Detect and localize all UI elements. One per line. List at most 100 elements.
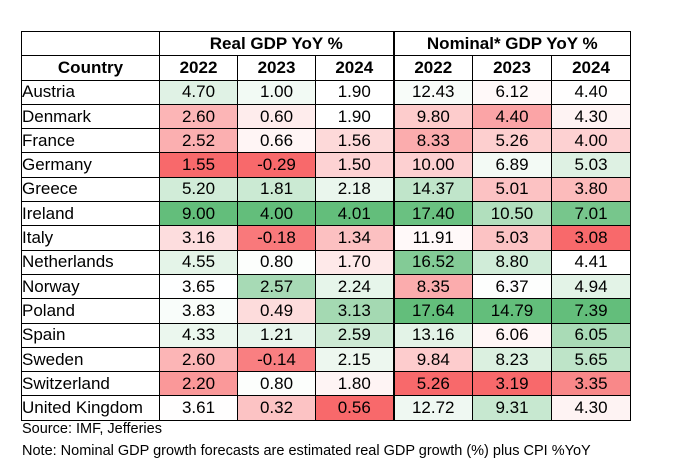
country-cell: Greece [21,176,160,203]
nominal-gdp-value-cell: 3.35 [551,371,631,397]
country-column-header: Country [21,55,160,81]
real-year-header: 2022 [159,55,238,81]
nominal-gdp-value-cell: 8.33 [392,128,473,154]
real-gdp-value-cell: 1.50 [315,152,394,178]
real-gdp-value-cell: -0.29 [237,152,316,178]
nominal-gdp-value-cell: 12.72 [392,395,473,421]
nominal-gdp-value-cell: 4.40 [472,103,552,130]
real-gdp-value-cell: 0.32 [237,395,316,421]
nominal-gdp-value-cell: 12.43 [392,79,473,105]
real-gdp-value-cell: 1.21 [237,322,316,348]
table-row: Ireland 9.00 4.00 4.01 17.40 10.50 7.01 [21,201,631,227]
real-gdp-value-cell: 0.80 [237,371,316,397]
real-gdp-value-cell: 3.65 [159,273,238,300]
table-row: Netherlands 4.55 0.80 1.70 16.52 8.80 4.41 [21,249,631,275]
nominal-gdp-value-cell: 9.31 [472,395,552,421]
nominal-gdp-value-cell: 8.80 [472,249,552,275]
real-gdp-value-cell: 3.16 [159,225,238,251]
nominal-gdp-value-cell: 13.16 [392,322,473,348]
real-gdp-value-cell: -0.14 [237,346,316,373]
nominal-gdp-value-cell: 9.80 [392,103,473,130]
nominal-gdp-value-cell: 16.52 [392,249,473,275]
nominal-gdp-group-header: Nominal* GDP YoY % [392,30,631,57]
nominal-gdp-value-cell: 6.37 [472,273,552,300]
real-gdp-value-cell: 1.56 [315,128,394,154]
nominal-gdp-value-cell: 8.23 [472,346,552,373]
table-row: Greece 5.20 1.81 2.18 14.37 5.01 3.80 [21,176,631,203]
blank-corner-cell [21,30,160,57]
real-gdp-value-cell: 2.20 [159,371,238,397]
nominal-gdp-value-cell: 3.80 [551,176,631,203]
table-body: Austria 4.70 1.00 1.90 12.43 6.12 4.40 Denmark 2… [21,79,631,421]
real-year-header: 2024 [315,55,394,81]
country-cell: Poland [21,298,160,324]
real-gdp-value-cell: 0.66 [237,128,316,154]
real-gdp-value-cell: 1.80 [315,371,394,397]
year-header-row: Country 2022 2023 2024 2022 2023 2024 [21,55,631,81]
real-gdp-value-cell: 5.20 [159,176,238,203]
real-gdp-value-cell: 2.60 [159,103,238,130]
nominal-gdp-value-cell: 14.79 [472,298,552,324]
real-gdp-value-cell: 1.55 [159,152,238,178]
nominal-gdp-value-cell: 5.65 [551,346,631,373]
nominal-gdp-value-cell: 4.41 [551,249,631,275]
real-gdp-value-cell: 3.13 [315,298,394,324]
real-gdp-value-cell: 3.83 [159,298,238,324]
real-gdp-value-cell: 4.33 [159,322,238,348]
nominal-gdp-value-cell: 5.01 [472,176,552,203]
nominal-gdp-value-cell: 10.50 [472,201,552,227]
real-gdp-value-cell: 3.61 [159,395,238,421]
country-cell: Switzerland [21,371,160,397]
nominal-gdp-value-cell: 3.08 [551,225,631,251]
country-cell: Ireland [21,201,160,227]
real-gdp-value-cell: 1.90 [315,103,394,130]
country-cell: Germany [21,152,160,178]
table-row: Switzerland 2.20 0.80 1.80 5.26 3.19 3.35 [21,371,631,397]
nominal-gdp-value-cell: 7.01 [551,201,631,227]
nominal-gdp-value-cell: 10.00 [392,152,473,178]
nominal-gdp-value-cell: 4.30 [551,395,631,421]
gdp-forecast-table: Real GDP YoY % Nominal* GDP YoY % Countr… [21,30,631,421]
nominal-gdp-value-cell: 6.05 [551,322,631,348]
nominal-gdp-value-cell: 5.03 [551,152,631,178]
nominal-gdp-value-cell: 3.19 [472,371,552,397]
country-cell: United Kingdom [21,395,160,421]
footnotes: Source: IMF, Jefferies Note: Nominal GDP… [22,418,591,462]
real-gdp-value-cell: 1.34 [315,225,394,251]
real-gdp-value-cell: 1.70 [315,249,394,275]
nominal-gdp-value-cell: 4.30 [551,103,631,130]
table-row: Spain 4.33 1.21 2.59 13.16 6.06 6.05 [21,322,631,348]
real-gdp-value-cell: 0.49 [237,298,316,324]
nominal-gdp-value-cell: 5.03 [472,225,552,251]
real-gdp-value-cell: 4.01 [315,201,394,227]
real-gdp-value-cell: 2.60 [159,346,238,373]
source-note: Source: IMF, Jefferies [22,421,162,437]
real-gdp-value-cell: 4.00 [237,201,316,227]
country-cell: Denmark [21,103,160,130]
nominal-gdp-value-cell: 11.91 [392,225,473,251]
real-gdp-value-cell: 9.00 [159,201,238,227]
nominal-year-header: 2024 [551,55,631,81]
country-cell: Italy [21,225,160,251]
country-cell: Spain [21,322,160,348]
country-cell: Netherlands [21,249,160,275]
nominal-gdp-value-cell: 6.12 [472,79,552,105]
table-row: United Kingdom 3.61 0.32 0.56 12.72 9.31 4.30 [21,395,631,421]
gdp-forecast-table-container: Real GDP YoY % Nominal* GDP YoY % Countr… [21,30,631,421]
group-header-row: Real GDP YoY % Nominal* GDP YoY % [21,30,631,57]
nominal-gdp-value-cell: 17.64 [392,298,473,324]
table-row: Norway 3.65 2.57 2.24 8.35 6.37 4.94 [21,273,631,300]
nominal-gdp-value-cell: 4.40 [551,79,631,105]
country-cell: Austria [21,79,160,105]
real-gdp-value-cell: -0.18 [237,225,316,251]
real-gdp-value-cell: 2.18 [315,176,394,203]
country-cell: France [21,128,160,154]
nominal-gdp-value-cell: 7.39 [551,298,631,324]
nominal-year-header: 2022 [392,55,473,81]
method-note: Note: Nominal GDP growth forecasts are e… [22,443,591,459]
table-row: Austria 4.70 1.00 1.90 12.43 6.12 4.40 [21,79,631,105]
country-cell: Sweden [21,346,160,373]
nominal-gdp-value-cell: 5.26 [472,128,552,154]
real-gdp-value-cell: 0.56 [315,395,394,421]
nominal-gdp-value-cell: 5.26 [392,371,473,397]
